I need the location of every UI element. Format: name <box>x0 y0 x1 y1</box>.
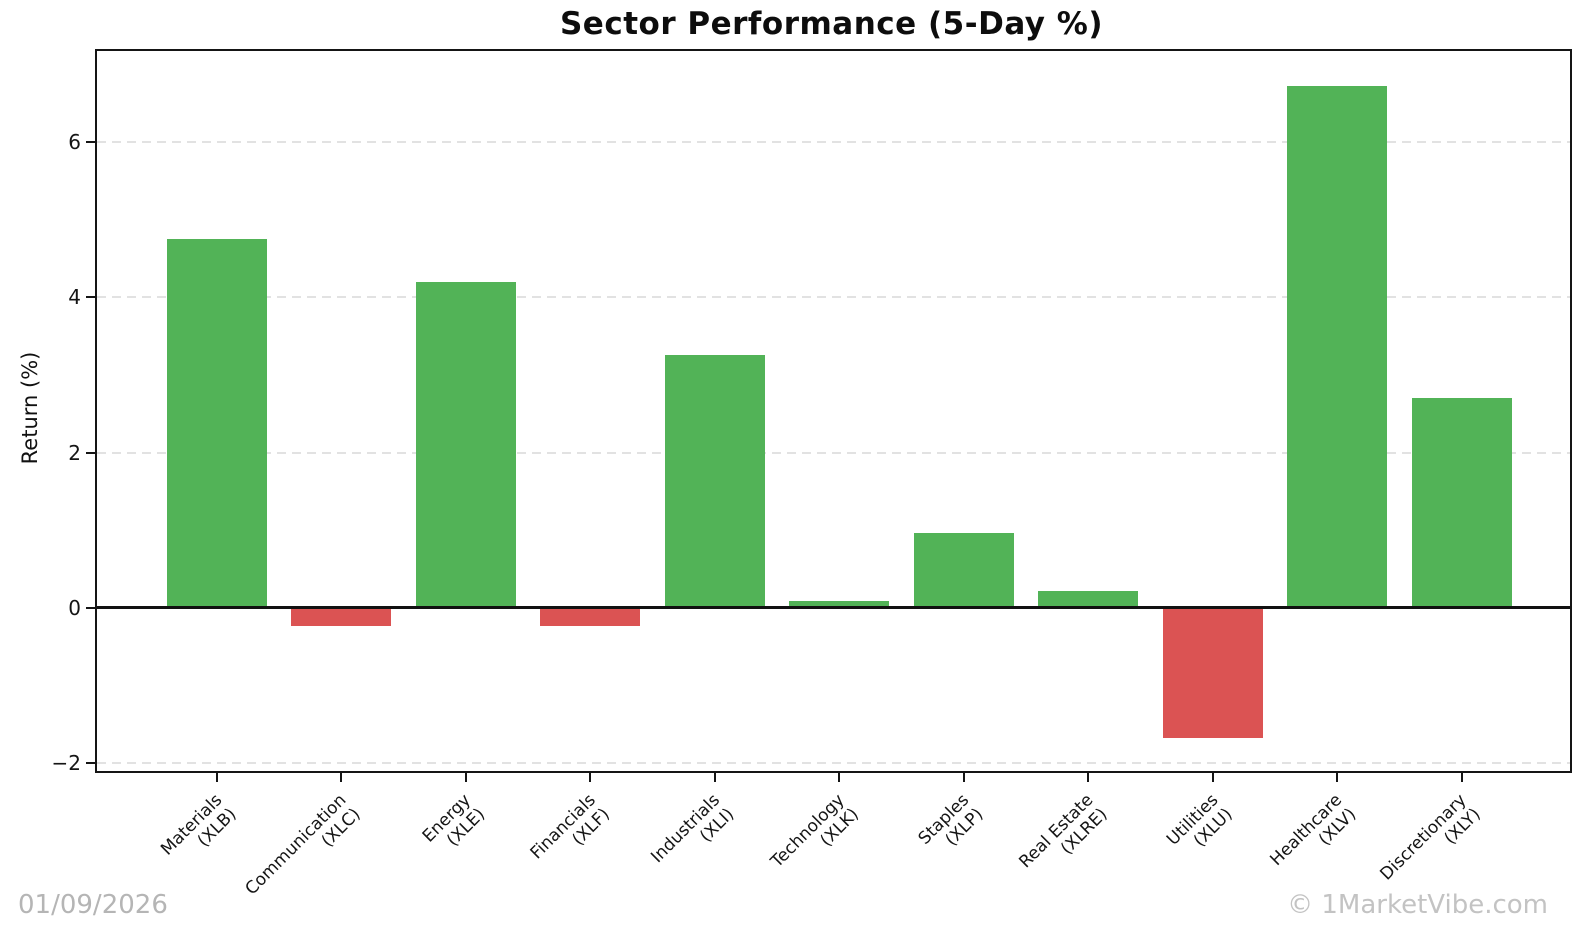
x-tick-label-XLC: Communication (XLC) <box>242 790 365 913</box>
x-tick-XLY <box>1460 773 1463 782</box>
x-tick-label-XLF: Financials (XLF) <box>526 790 614 878</box>
x-tick-XLF <box>589 773 591 782</box>
x-tick-XLRE <box>1087 773 1089 782</box>
date-label: 01/09/2026 <box>18 890 168 920</box>
x-tick-label-XLE: Energy (XLE) <box>419 790 489 861</box>
x-tick-label-XLB: Materials (XLB) <box>157 790 240 874</box>
bar-XLP <box>913 532 1014 608</box>
y-tick--2 <box>86 762 95 765</box>
x-tick-label-XLP: Staples (XLP) <box>914 790 987 863</box>
x-tick-label-XLU: Utilities (XLU) <box>1163 790 1236 864</box>
gridline-y6 <box>97 140 1570 143</box>
x-tick-label-XLI: Industrials (XLI) <box>647 790 738 881</box>
gridline-y-2 <box>97 762 1570 765</box>
y-tick-label--2: −2 <box>51 751 81 776</box>
x-tick-XLC <box>340 773 342 782</box>
y-tick-label-4: 4 <box>68 285 81 310</box>
x-tick-label-XLK: Technology (XLK) <box>767 790 863 886</box>
bar-XLI <box>664 355 765 608</box>
x-tick-XLU <box>1211 773 1214 782</box>
bar-XLB <box>166 238 267 608</box>
zero-line <box>97 606 1570 610</box>
y-tick-2 <box>86 451 95 454</box>
gridline-y2 <box>97 451 1570 454</box>
y-tick-label-2: 2 <box>68 440 81 465</box>
bar-XLU <box>1162 609 1263 738</box>
x-tick-XLK <box>838 773 840 782</box>
y-tick-label-6: 6 <box>68 129 81 154</box>
watermark-label: © 1MarketVibe.com <box>1287 890 1548 920</box>
chart-title: Sector Performance (5-Day %) <box>559 6 1104 42</box>
bar-XLC <box>291 609 391 627</box>
gridline-y4 <box>97 296 1570 299</box>
bar-XLK <box>789 600 889 608</box>
y-tick-0 <box>86 606 95 609</box>
y-tick-label-0: 0 <box>68 595 81 620</box>
x-tick-label-XLRE: Real Estate (XLRE) <box>1016 790 1112 886</box>
bar-XLF <box>540 609 640 627</box>
x-tick-label-XLV: Healthcare (XLV) <box>1267 790 1360 884</box>
x-tick-XLV <box>1336 773 1338 782</box>
x-tick-XLB <box>215 773 218 782</box>
y-tick-4 <box>86 296 95 299</box>
x-tick-label-XLY: Discretionary (XLY) <box>1377 790 1486 899</box>
bar-XLV <box>1287 85 1387 608</box>
bar-XLRE <box>1038 590 1138 608</box>
x-tick-XLP <box>962 773 965 782</box>
plot-area: 6 4 2 0 −2 Materials (XLB) Communication (XLC) En… <box>52 49 1572 899</box>
x-tick-XLI <box>713 773 716 782</box>
bar-XLE <box>415 281 516 608</box>
bar-XLY <box>1411 398 1512 608</box>
y-tick-6 <box>86 140 95 143</box>
x-tick-XLE <box>464 773 467 782</box>
